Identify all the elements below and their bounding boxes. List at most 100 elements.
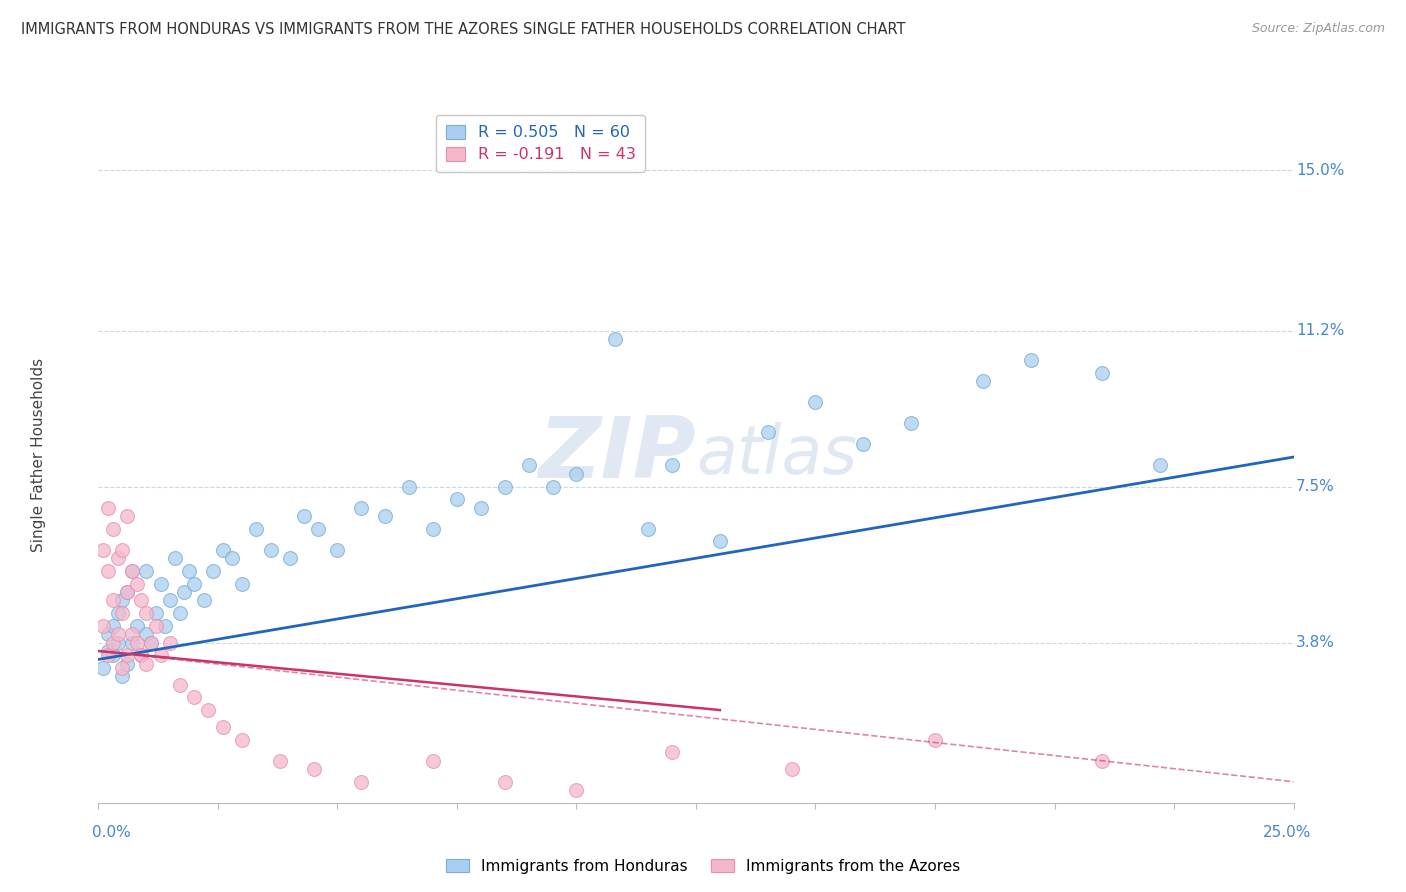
Legend: Immigrants from Honduras, Immigrants from the Azores: Immigrants from Honduras, Immigrants fro… (440, 853, 966, 880)
Point (637, 522, 659, 536)
Point (97, 644, 120, 658)
Point (159, 593, 181, 607)
Point (211, 720, 233, 734)
Text: Single Father Households: Single Father Households (31, 358, 46, 552)
Point (661, 458, 683, 473)
Point (565, 467, 588, 481)
Point (111, 593, 134, 607)
Point (97, 648, 120, 663)
Point (135, 564, 157, 578)
Point (193, 593, 215, 607)
Point (159, 635, 181, 649)
Point (139, 635, 162, 649)
Point (565, 783, 588, 797)
Point (541, 479, 564, 493)
Point (350, 774, 373, 789)
Point (245, 522, 267, 536)
Point (350, 500, 373, 515)
Point (163, 551, 186, 566)
Text: IMMIGRANTS FROM HONDURAS VS IMMIGRANTS FROM THE AZORES SINGLE FATHER HOUSEHOLDS : IMMIGRANTS FROM HONDURAS VS IMMIGRANTS F… (21, 22, 905, 37)
Point (202, 564, 225, 578)
Point (446, 492, 468, 507)
Point (804, 395, 827, 409)
Point (115, 585, 138, 599)
Point (924, 732, 946, 747)
Point (197, 703, 219, 717)
Point (278, 551, 301, 566)
Point (121, 564, 143, 578)
Point (183, 576, 205, 591)
Point (326, 542, 349, 557)
Point (97, 564, 120, 578)
Point (111, 661, 134, 675)
Point (259, 542, 281, 557)
Point (115, 509, 138, 524)
Point (155, 618, 177, 632)
Point (517, 458, 540, 473)
Point (292, 509, 315, 524)
Text: 7.5%: 7.5% (1296, 479, 1334, 494)
Point (139, 635, 162, 649)
Text: atlas: atlas (696, 422, 858, 488)
Point (900, 417, 922, 431)
Point (101, 635, 124, 649)
Point (1019, 353, 1042, 368)
Point (125, 576, 148, 591)
Point (121, 635, 143, 649)
Point (422, 754, 444, 768)
Point (169, 678, 191, 692)
Point (125, 635, 148, 649)
Point (107, 551, 129, 566)
Point (852, 437, 875, 451)
Point (91, 542, 114, 557)
Text: 15.0%: 15.0% (1296, 163, 1344, 178)
Point (145, 618, 167, 632)
Point (115, 657, 138, 671)
Text: Source: ZipAtlas.com: Source: ZipAtlas.com (1251, 22, 1385, 36)
Point (183, 690, 205, 705)
Point (115, 648, 138, 663)
Point (269, 754, 291, 768)
Point (231, 732, 253, 747)
Point (422, 522, 444, 536)
Point (101, 648, 124, 663)
Point (302, 762, 325, 776)
Point (111, 542, 134, 557)
Point (169, 606, 191, 620)
Point (494, 479, 516, 493)
Point (91, 661, 114, 675)
Point (121, 564, 143, 578)
Point (115, 585, 138, 599)
Point (1091, 366, 1114, 380)
Point (211, 542, 233, 557)
Legend: R = 0.505   N = 60, R = -0.191   N = 43: R = 0.505 N = 60, R = -0.191 N = 43 (436, 115, 645, 172)
Point (107, 635, 129, 649)
Point (398, 479, 420, 493)
Point (97, 627, 120, 641)
Point (97, 500, 120, 515)
Point (231, 576, 253, 591)
Point (135, 627, 157, 641)
Point (121, 627, 143, 641)
Point (101, 618, 124, 632)
Point (494, 774, 516, 789)
Point (107, 627, 129, 641)
Point (131, 648, 153, 663)
Point (149, 576, 172, 591)
Point (756, 425, 779, 439)
Point (709, 534, 731, 549)
Point (221, 551, 243, 566)
Point (91, 618, 114, 632)
Point (173, 585, 195, 599)
Point (131, 648, 153, 663)
Point (111, 606, 134, 620)
Text: 11.2%: 11.2% (1296, 323, 1344, 338)
Point (149, 648, 172, 663)
Point (135, 606, 157, 620)
Point (131, 593, 153, 607)
Point (145, 606, 167, 620)
Text: 25.0%: 25.0% (1263, 825, 1312, 840)
Point (661, 745, 683, 759)
Point (125, 618, 148, 632)
Point (1091, 754, 1114, 768)
